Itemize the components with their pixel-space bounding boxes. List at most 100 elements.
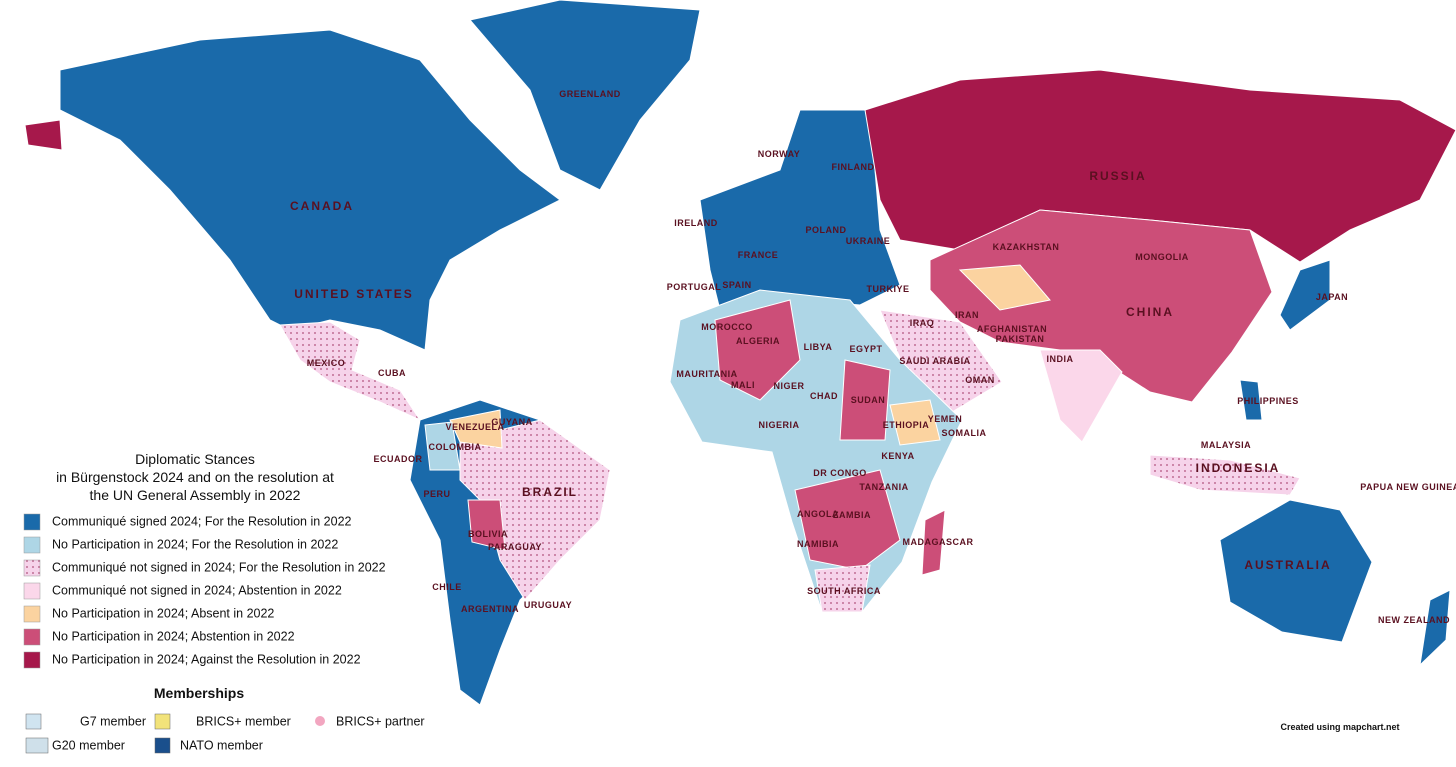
country-label: NEW ZEALAND (1378, 615, 1450, 625)
country-label: NIGERIA (758, 420, 799, 430)
country-label: DR CONGO (813, 468, 867, 478)
greenland (469, 0, 701, 191)
country-label: BRAZIL (522, 485, 578, 499)
legend-label: Communiqué not signed in 2024; For the R… (52, 560, 386, 574)
country-label: AUSTRALIA (1244, 558, 1331, 572)
country-label: NORWAY (758, 149, 801, 159)
legend-swatch (23, 651, 41, 669)
country-label: PORTUGAL (667, 282, 722, 292)
country-label: GREENLAND (559, 89, 621, 99)
asia (929, 209, 1273, 403)
country-label: MAURITANIA (676, 369, 737, 379)
membership-label: BRICS+ partner (336, 714, 425, 728)
legend: Diplomatic Stances in Bürgenstock 2024 an… (23, 451, 425, 754)
legend-title: Diplomatic Stances (135, 451, 255, 467)
legend-title: in Bürgenstock 2024 and on the resolutio… (56, 469, 334, 485)
philippines (1239, 379, 1263, 421)
country-label: INDONESIA (1196, 461, 1281, 475)
legend-swatch (23, 628, 41, 646)
country-label: PERU (423, 489, 450, 499)
memberships-title: Memberships (154, 685, 244, 701)
legend-label: Communiqué signed 2024; For the Resoluti… (52, 514, 352, 528)
russia (864, 69, 1456, 263)
europe (699, 109, 901, 311)
country-label: UNITED STATES (294, 287, 414, 301)
brazil (459, 419, 611, 601)
membership-icon (25, 737, 49, 754)
country-label: ALGERIA (736, 336, 780, 346)
country-label: BOLIVIA (468, 529, 508, 539)
membership-icon (25, 713, 42, 730)
country-label: FINLAND (832, 162, 875, 172)
legend-swatch (23, 536, 41, 554)
country-label: JAPAN (1316, 292, 1348, 302)
country-label: NIGER (773, 381, 804, 391)
australia (1219, 499, 1373, 643)
north-africa-abstain (714, 299, 801, 401)
country-label: AFGHANISTAN (977, 324, 1047, 334)
membership-label: BRICS+ member (196, 714, 291, 728)
country-label: ECUADOR (373, 454, 422, 464)
legend-swatch (23, 605, 41, 623)
country-label: EGYPT (849, 344, 882, 354)
country-label: MALAYSIA (1201, 440, 1251, 450)
country-labels: GREENLAND CANADA UNITED STATES MEXICO CUBA VE… (290, 89, 1456, 625)
country-label: SPAIN (722, 280, 751, 290)
ethiopia (889, 399, 941, 446)
membership-label: G7 member (80, 714, 146, 728)
country-label: PHILIPPINES (1237, 396, 1299, 406)
legend-label: No Participation in 2024; Absent in 2022 (52, 606, 274, 620)
southern-africa-abstain (794, 469, 901, 571)
north-america (59, 29, 561, 351)
country-label: TANZANIA (859, 482, 908, 492)
membership-icon (154, 713, 171, 730)
south-africa (814, 564, 871, 613)
country-label: CUBA (378, 368, 406, 378)
legend-title: the UN General Assembly in 2022 (90, 487, 301, 503)
country-label: IRELAND (674, 218, 718, 228)
country-label: PARAGUAY (488, 542, 542, 552)
country-label: OMAN (965, 375, 995, 385)
country-label: CHILE (432, 582, 462, 592)
country-label: GUYANA (491, 417, 532, 427)
new-zealand (1419, 589, 1451, 667)
country-label: FRANCE (738, 250, 779, 260)
colombia (424, 421, 461, 471)
country-label: PAKISTAN (996, 334, 1045, 344)
country-label: KAZAKHSTAN (993, 242, 1060, 252)
country-label: YEMEN (928, 414, 963, 424)
country-label: TURKIYE (866, 284, 909, 294)
country-label: UKRAINE (846, 236, 891, 246)
country-label: COLOMBIA (429, 442, 482, 452)
country-label: VENEZUELA (445, 422, 504, 432)
country-label: ETHIOPIA (883, 420, 930, 430)
country-label: POLAND (806, 225, 847, 235)
country-label: PAPUA NEW GUINEA (1360, 482, 1456, 492)
country-label: SUDAN (851, 395, 886, 405)
country-label: RUSSIA (1089, 169, 1146, 183)
central-america (279, 321, 422, 422)
country-label: MEXICO (307, 358, 346, 368)
chukotka (24, 119, 63, 151)
country-label: INDIA (1047, 354, 1074, 364)
venezuela (449, 409, 503, 449)
legend-label: No Participation in 2024; Abstention in … (52, 629, 295, 643)
country-label: SAUDI ARABIA (899, 356, 970, 366)
country-label: CANADA (290, 199, 354, 213)
legend-label: No Participation in 2024; For the Resolu… (52, 537, 338, 551)
country-label: SOMALIA (942, 428, 987, 438)
india (1039, 349, 1123, 443)
country-label: IRAN (955, 310, 979, 320)
country-label: ARGENTINA (461, 604, 519, 614)
country-label: MALI (731, 380, 755, 390)
country-label: URUGUAY (524, 600, 572, 610)
membership-icon (315, 716, 325, 726)
legend-swatch (23, 513, 41, 531)
membership-label: NATO member (180, 738, 263, 752)
country-label: CHINA (1126, 305, 1174, 319)
landmasses (24, 0, 1456, 706)
country-label: ZAMBIA (833, 510, 871, 520)
membership-label: G20 member (52, 738, 125, 752)
madagascar (921, 509, 946, 576)
